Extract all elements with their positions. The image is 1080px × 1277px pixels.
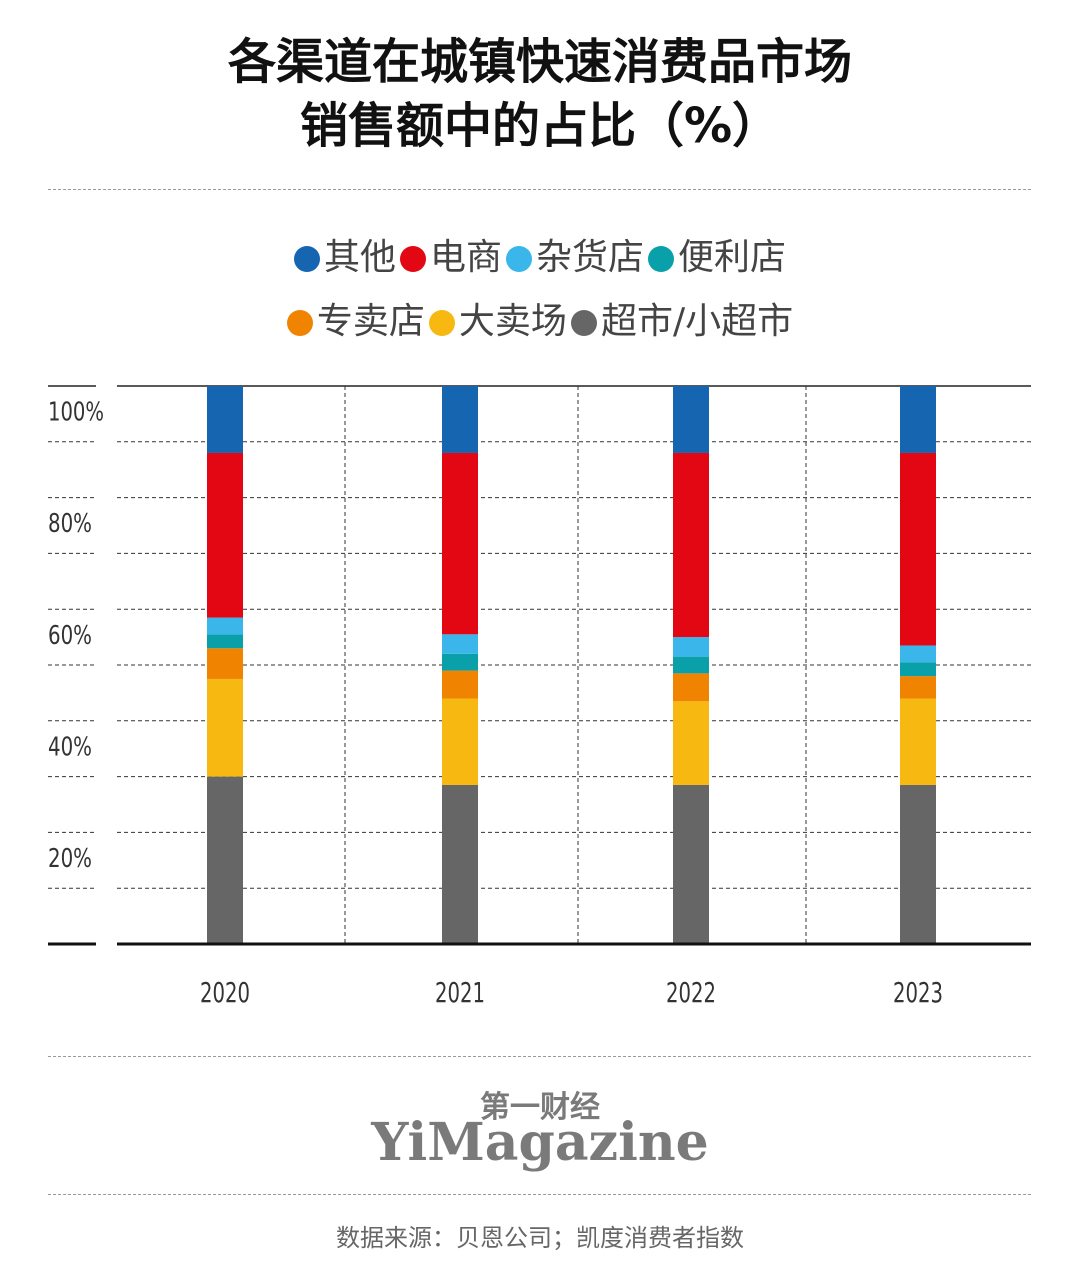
bar-segment (673, 701, 709, 785)
divider-top (48, 189, 1031, 190)
bar-segment (207, 452, 243, 618)
bar-segment (442, 784, 478, 944)
bar-segment (442, 452, 478, 635)
bar-segment (207, 648, 243, 679)
x-tick-label: 2021 (435, 976, 485, 1009)
legend-item: 电商 (399, 236, 502, 280)
legend-row-2: 专卖店 大卖场 超市/小超市 (0, 300, 1080, 344)
legend-label: 专卖店 (316, 301, 425, 342)
x-tick-label: 2022 (666, 976, 716, 1009)
y-tick-label: 40% (48, 732, 92, 762)
bar-segment (900, 386, 936, 453)
legend-dot-icon (570, 310, 597, 336)
title-line-2: 销售额中的占比（%） (299, 98, 781, 154)
bar-segment (673, 386, 709, 453)
stacked-bar-chart: 100% 80% 60% 40% 20% 2020 2021 2022 2023 (48, 385, 1031, 1009)
legend-dot-icon (648, 246, 675, 272)
legend-dot-icon (506, 246, 532, 272)
bar-segment (207, 776, 243, 944)
legend-dot-icon (293, 246, 320, 272)
bar-segment (207, 617, 243, 635)
bar-segment (207, 386, 243, 453)
y-tick-label: 20% (48, 844, 92, 874)
legend-item: 杂货店 (506, 236, 644, 280)
legend-item: 超市/小超市 (570, 300, 794, 344)
legend-dot-icon (399, 246, 426, 272)
bar-segment (442, 670, 478, 699)
bar-segment (673, 452, 709, 638)
x-tick-label: 2023 (893, 976, 943, 1009)
brand-logo-chinese: 第一财经 (480, 1090, 600, 1125)
legend-item: 其他 (293, 236, 396, 280)
bar-segment (442, 653, 478, 671)
bar-segment (207, 678, 243, 777)
legend-label: 便利店 (678, 237, 787, 278)
bar-segment (442, 386, 478, 453)
legend-item: 大卖场 (428, 300, 567, 344)
bar-segment (900, 676, 936, 699)
y-tick-label: 60% (48, 621, 92, 651)
x-tick-label: 2020 (200, 976, 250, 1009)
legend-label: 其他 (323, 237, 396, 278)
legend-dot-icon (428, 310, 455, 336)
legend-label: 超市/小超市 (600, 301, 794, 342)
bar-segment (673, 784, 709, 944)
chart-title: 各渠道在城镇快速消费品市场 销售额中的占比（%） (0, 30, 1080, 158)
data-source-note: 数据来源：贝恩公司；凯度消费者指数 (336, 1224, 744, 1252)
bar-segment (673, 656, 709, 674)
y-tick-label: 80% (48, 509, 92, 539)
y-tick-label: 100% (48, 398, 104, 428)
bar-segment (442, 634, 478, 654)
legend-label: 大卖场 (458, 301, 567, 342)
divider-middle (48, 1056, 1031, 1057)
legend-dot-icon (286, 310, 313, 336)
legend: 其他 电商 杂货店 便利店 专卖店 大卖场 超市/小超市 (0, 236, 1080, 344)
bar-segment (900, 645, 936, 663)
legend-item: 专卖店 (286, 300, 425, 344)
bar-segment (442, 698, 478, 785)
bar-segment (900, 662, 936, 677)
brand-logo-english: YiMagazine (371, 1112, 709, 1173)
legend-row-1: 其他 电商 杂货店 便利店 (0, 236, 1080, 280)
legend-label: 杂货店 (536, 237, 645, 278)
bar-segment (673, 637, 709, 657)
divider-bottom (48, 1194, 1031, 1195)
title-line-1: 各渠道在城镇快速消费品市场 (227, 34, 852, 90)
bar-segment (900, 452, 936, 646)
bar-segment (673, 673, 709, 702)
bar-segment (900, 698, 936, 785)
bar-segment (207, 634, 243, 649)
legend-label: 电商 (429, 237, 502, 278)
legend-item: 便利店 (648, 236, 786, 280)
bar-segment (900, 784, 936, 944)
